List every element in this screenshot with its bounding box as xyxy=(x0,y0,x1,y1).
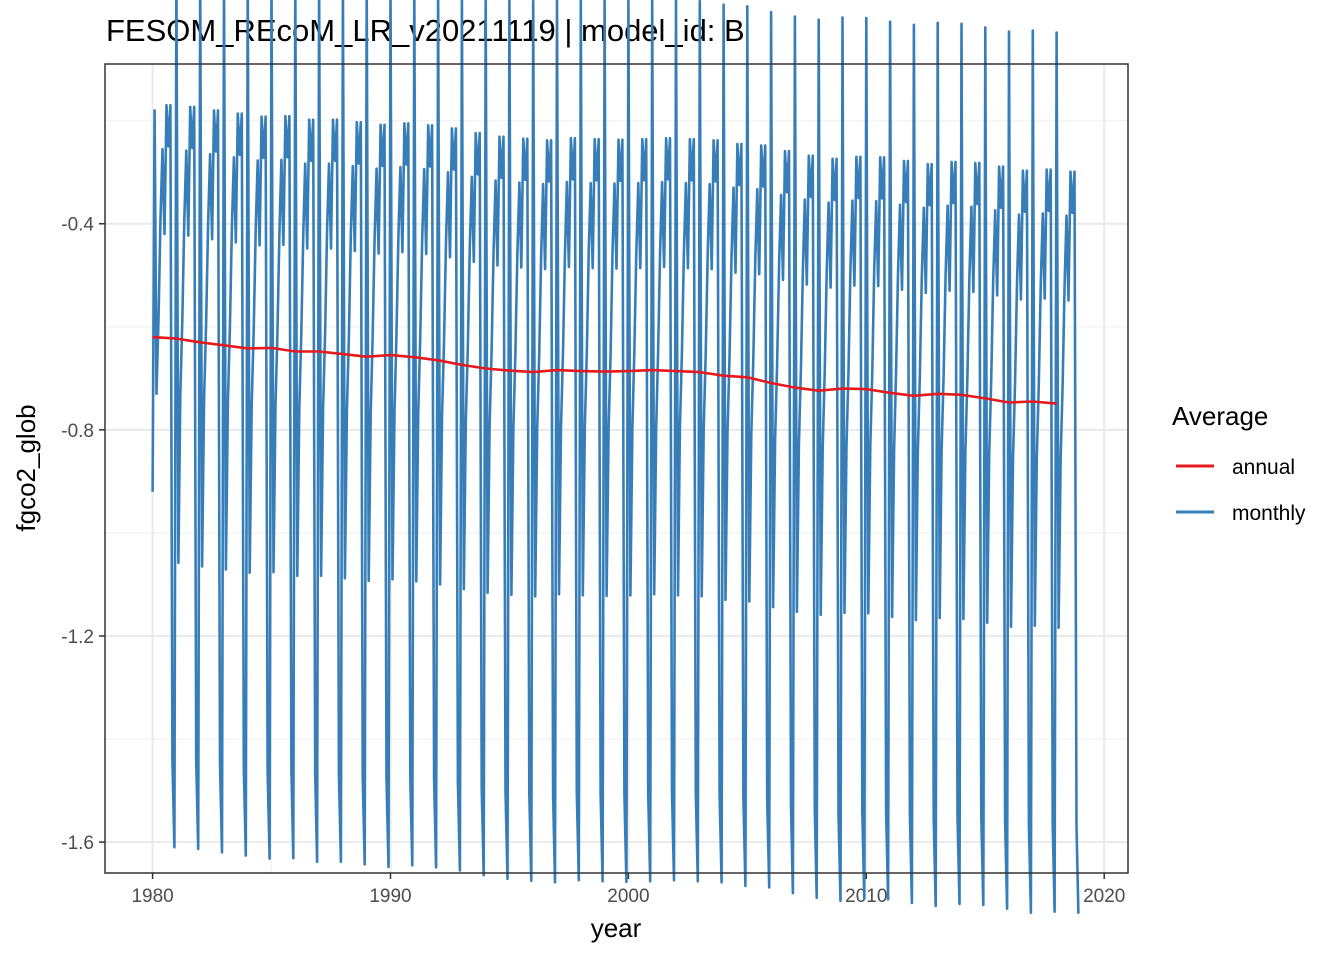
legend-title: Average xyxy=(1172,401,1268,431)
legend-label-monthly: monthly xyxy=(1232,502,1306,525)
legend-label-annual: annual xyxy=(1232,456,1295,479)
plot-panel: 1980 1990 2000 2010 2020 -0.4 -0.8 -1.2 -1.6 xyxy=(61,0,1129,914)
x-tick-label: 1990 xyxy=(369,886,411,907)
y-axis-title: fgco2_glob xyxy=(11,404,41,531)
legend: Average annual monthly xyxy=(1172,401,1306,525)
y-tick-label: -1.6 xyxy=(61,833,94,854)
y-tick-label: -0.8 xyxy=(61,421,94,442)
y-tick-label: -0.4 xyxy=(61,215,94,236)
chart-title: FESOM_REcoM_LR_v20211119 | model_id: B xyxy=(106,13,745,48)
x-tick-label: 1980 xyxy=(131,886,173,907)
monthly-series-line xyxy=(151,0,1080,914)
y-tick-label: -1.2 xyxy=(61,627,94,648)
annual-series-line xyxy=(152,335,1057,405)
x-tick-label: 2010 xyxy=(845,886,887,907)
x-tick-label: 2000 xyxy=(607,886,649,907)
x-tick-label: 2020 xyxy=(1083,886,1125,907)
panel-border xyxy=(104,63,1129,874)
x-axis-title: year xyxy=(591,913,642,943)
